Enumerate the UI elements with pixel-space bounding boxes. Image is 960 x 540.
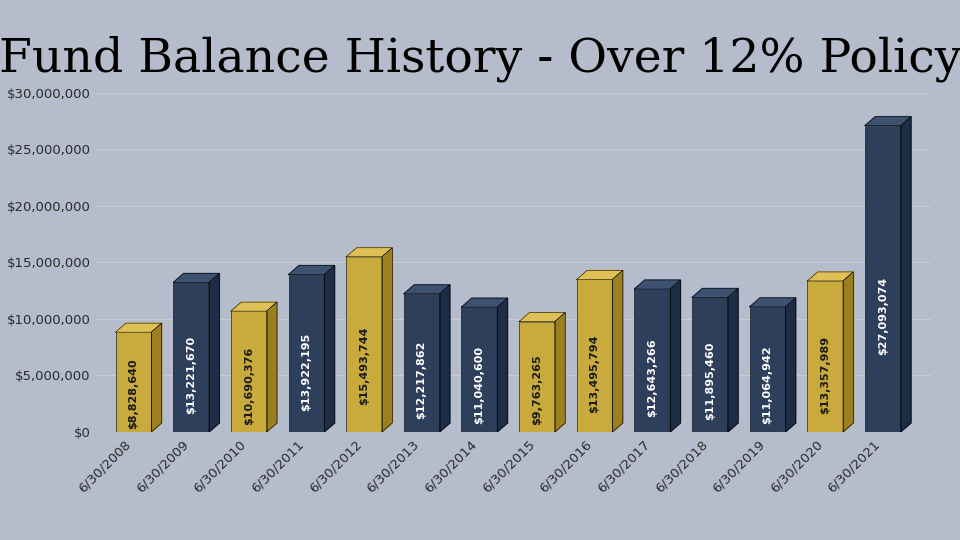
Text: Fund Balance History - Over 12% Policy: Fund Balance History - Over 12% Policy [0,35,960,82]
Polygon shape [289,266,335,275]
Polygon shape [865,117,911,126]
Polygon shape [115,323,161,332]
Bar [115,332,152,432]
Bar [577,279,612,432]
Polygon shape [750,298,796,307]
Polygon shape [209,273,219,432]
Polygon shape [635,280,681,289]
Bar [635,289,670,432]
Polygon shape [900,117,911,432]
Bar [807,281,843,432]
Bar [865,126,900,432]
Bar [347,257,382,432]
Bar [289,275,324,432]
Polygon shape [807,272,853,281]
Polygon shape [152,323,161,432]
Polygon shape [462,298,508,307]
Polygon shape [577,271,623,279]
Polygon shape [382,248,393,432]
Text: $8,828,640: $8,828,640 [129,359,138,429]
Bar [230,311,267,432]
Bar [173,282,209,432]
Polygon shape [324,266,335,432]
Text: $12,217,862: $12,217,862 [417,340,426,418]
Text: $15,493,744: $15,493,744 [359,326,369,404]
Polygon shape [555,313,565,432]
Bar [519,322,555,432]
Polygon shape [843,272,853,432]
Bar [462,307,497,432]
Polygon shape [692,288,738,298]
Bar [404,294,440,432]
Polygon shape [404,285,450,294]
Text: $13,495,794: $13,495,794 [589,335,600,413]
Polygon shape [785,298,796,432]
Polygon shape [347,248,393,257]
Text: $10,690,376: $10,690,376 [244,347,253,425]
Polygon shape [230,302,277,311]
Bar [692,298,728,432]
Polygon shape [728,288,738,432]
Text: $11,040,600: $11,040,600 [474,346,484,423]
Polygon shape [612,271,623,432]
Polygon shape [519,313,565,322]
Polygon shape [267,302,277,432]
Polygon shape [670,280,681,432]
Polygon shape [440,285,450,432]
Bar [750,307,785,432]
Polygon shape [173,273,219,282]
Text: $12,643,266: $12,643,266 [647,339,658,417]
Polygon shape [497,298,508,432]
Text: $13,922,195: $13,922,195 [301,333,311,411]
Text: $9,763,265: $9,763,265 [532,355,542,426]
Text: $13,357,989: $13,357,989 [820,335,830,414]
Text: $11,064,942: $11,064,942 [762,345,773,424]
Text: $11,895,460: $11,895,460 [705,342,715,420]
Text: $27,093,074: $27,093,074 [877,276,888,355]
Text: $13,221,670: $13,221,670 [186,336,196,414]
